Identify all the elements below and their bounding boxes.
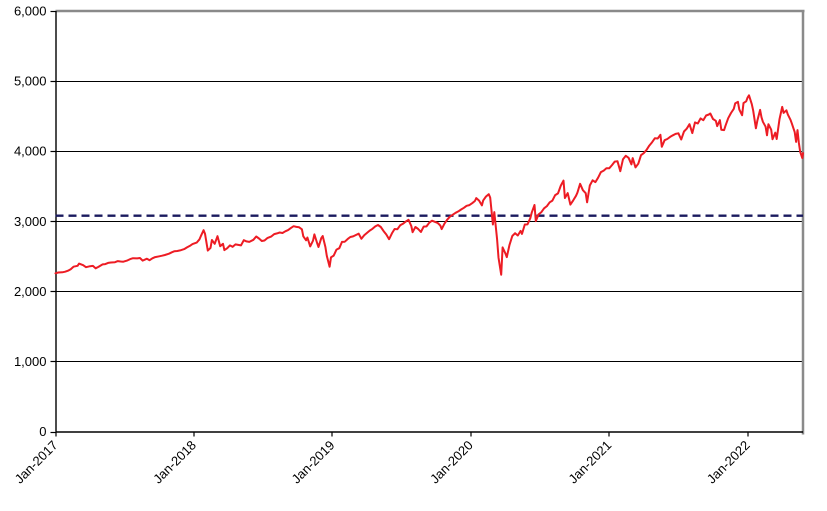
y-tick-label: 6,000 (14, 4, 47, 19)
x-tick-label: Jan-2022 (704, 438, 753, 487)
x-tick-label: Jan-2019 (289, 438, 338, 487)
y-tick-label: 5,000 (14, 74, 47, 89)
x-tick-label: Jan-2021 (565, 438, 614, 487)
y-tick-label: 4,000 (14, 144, 47, 159)
x-tick-label: Jan-2018 (150, 438, 199, 487)
x-tick-label: Jan-2017 (12, 438, 61, 487)
x-tick-label: Jan-2020 (427, 438, 476, 487)
y-tick-label: 2,000 (14, 284, 47, 299)
y-tick-label: 3,000 (14, 214, 47, 229)
y-tick-label: 0 (39, 424, 46, 439)
y-tick-label: 1,000 (14, 354, 47, 369)
series-line-index_level (54, 94, 804, 276)
